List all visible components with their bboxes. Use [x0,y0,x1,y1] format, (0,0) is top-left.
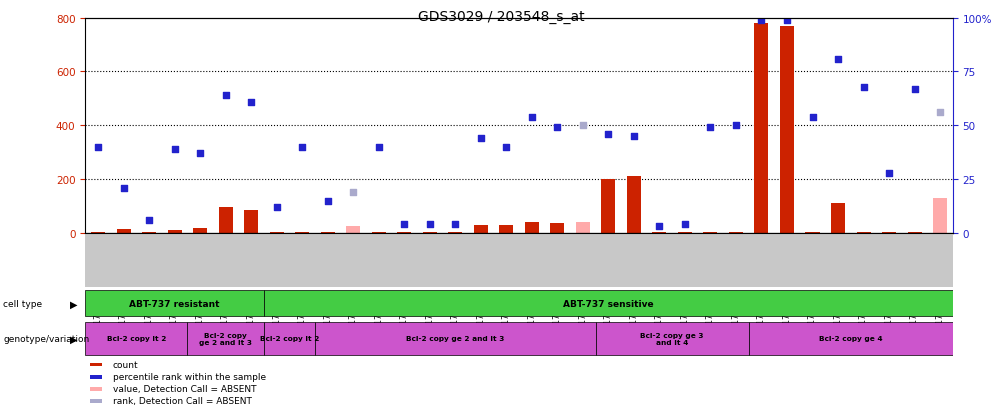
Text: cell type: cell type [3,299,42,308]
Bar [499,225,513,233]
Point [191,151,207,157]
Point [421,221,437,228]
Bar [167,230,181,233]
Text: rank, Detection Call = ABSENT: rank, Detection Call = ABSENT [112,396,252,406]
Point [855,84,871,90]
Bar [780,26,794,233]
Bar [243,211,258,233]
Text: GDS3029 / 203548_s_at: GDS3029 / 203548_s_at [418,10,584,24]
Bar [831,204,845,233]
Point [625,133,641,140]
Point [650,223,666,230]
Bar [89,375,101,379]
Point [753,17,769,24]
Point [701,125,717,131]
Bar [626,177,640,233]
Bar [805,232,819,233]
Point [447,221,463,228]
Point [523,114,539,121]
Point [804,114,820,121]
Bar [524,223,538,233]
Bar [595,322,747,355]
Bar [187,322,264,355]
Text: ABT-737 sensitive: ABT-737 sensitive [562,299,653,308]
Point [345,189,361,196]
Bar [856,232,870,233]
Point [166,146,182,153]
Text: Bcl-2 copy ge 2 and lt 3: Bcl-2 copy ge 2 and lt 3 [406,336,504,342]
Bar [702,232,716,233]
Bar [321,232,335,233]
Bar [601,180,615,233]
Bar [85,291,264,316]
Bar [422,232,436,233]
Bar [728,232,742,233]
Point [779,17,795,24]
Point [320,198,336,204]
Point [472,135,488,142]
Bar [932,198,946,233]
Bar [651,232,665,233]
Bar [397,232,411,233]
Bar [754,24,768,233]
Point [574,123,590,129]
Bar [747,322,952,355]
Bar [264,291,952,316]
Bar [85,322,187,355]
Text: ▶: ▶ [70,299,77,309]
Point [242,99,259,106]
Point [141,217,157,224]
Point [600,131,616,138]
Bar [264,322,315,355]
Point [727,123,743,129]
Bar [89,363,101,367]
Bar [448,232,462,233]
Bar [295,232,309,233]
Text: Bcl-2 copy ge 4: Bcl-2 copy ge 4 [819,336,882,342]
Bar [550,224,564,233]
Text: genotype/variation: genotype/variation [3,334,89,343]
Bar [116,229,130,233]
Point [269,204,285,211]
Point [217,93,233,99]
Point [906,86,922,93]
Point [90,144,106,151]
Point [498,144,514,151]
Text: percentile rank within the sample: percentile rank within the sample [112,372,266,381]
Point [294,144,310,151]
Point [396,221,412,228]
Point [676,221,692,228]
Bar [91,232,105,233]
Text: Bcl-2 copy
ge 2 and lt 3: Bcl-2 copy ge 2 and lt 3 [199,332,252,345]
Bar [315,322,595,355]
Bar [372,232,386,233]
Text: ▶: ▶ [70,334,77,344]
Bar [907,232,921,233]
Bar [218,208,232,233]
Point [115,185,131,192]
Point [880,170,896,176]
Bar [270,232,284,233]
Bar [89,387,101,391]
Bar [142,232,156,233]
Bar [473,225,487,233]
Text: ABT-737 resistant: ABT-737 resistant [129,299,219,308]
Point [931,110,947,116]
Point [830,56,846,63]
Bar [575,223,589,233]
Bar [677,232,691,233]
Bar [346,227,360,233]
Bar [192,228,206,233]
Point [371,144,387,151]
Text: value, Detection Call = ABSENT: value, Detection Call = ABSENT [112,385,256,393]
Bar [89,399,101,403]
Point [549,125,565,131]
Bar [881,232,895,233]
Text: Bcl-2 copy lt 2: Bcl-2 copy lt 2 [260,336,319,342]
Text: Bcl-2 copy lt 2: Bcl-2 copy lt 2 [106,336,165,342]
Text: Bcl-2 copy ge 3
and lt 4: Bcl-2 copy ge 3 and lt 4 [640,332,703,345]
Text: count: count [112,360,138,369]
